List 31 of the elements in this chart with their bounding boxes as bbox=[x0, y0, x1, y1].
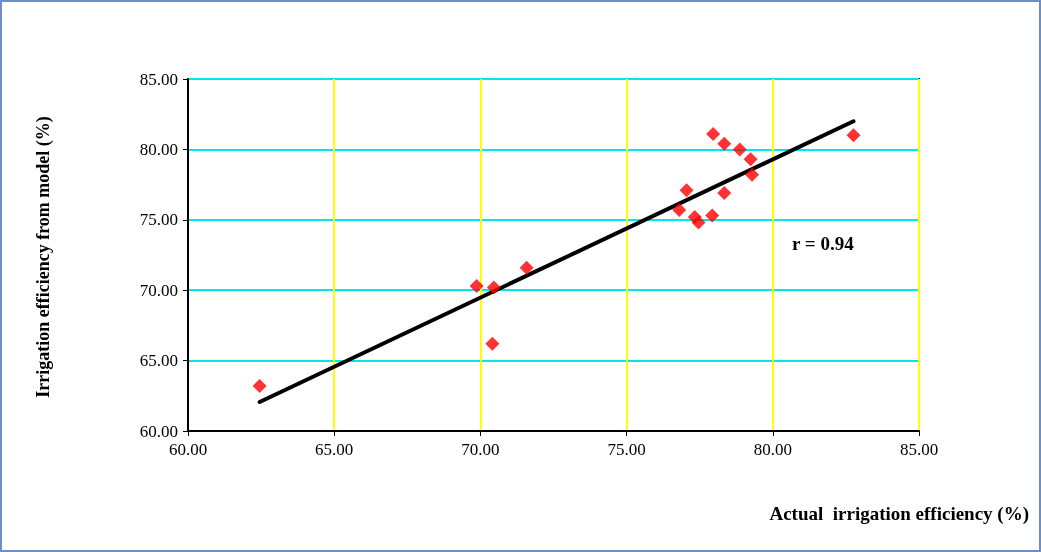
point bbox=[486, 280, 501, 295]
point bbox=[252, 378, 267, 393]
x-tick-label: 80.00 bbox=[753, 440, 792, 459]
y-tick-label: 65.00 bbox=[139, 351, 178, 371]
point bbox=[743, 152, 758, 167]
point bbox=[732, 142, 747, 157]
x-axis-title: Actual irrigation efficiency (%) bbox=[769, 503, 1029, 525]
x-tick-label: 60.00 bbox=[168, 440, 208, 459]
annotation: r = 0.94 bbox=[791, 233, 855, 254]
x-tick-label: 65.00 bbox=[315, 440, 354, 459]
y-tick-label: 75.00 bbox=[139, 210, 178, 230]
point bbox=[672, 202, 687, 217]
y-axis-title: Irrigation efficiency from model (%) bbox=[33, 116, 54, 398]
point bbox=[745, 167, 760, 182]
x-tick-label: 75.00 bbox=[607, 440, 646, 459]
point bbox=[705, 208, 720, 223]
x-tick-label: 85.00 bbox=[899, 440, 939, 459]
point bbox=[679, 183, 694, 198]
point bbox=[485, 336, 500, 351]
y-tick-label: 60.00 bbox=[139, 421, 178, 441]
point bbox=[691, 215, 706, 230]
y-tick-label: 70.00 bbox=[139, 280, 178, 300]
point bbox=[706, 126, 721, 141]
y-tick-label: 85.00 bbox=[139, 69, 178, 89]
point bbox=[717, 136, 732, 151]
x-tick-label: 70.00 bbox=[461, 440, 500, 459]
y-tick-label: 80.00 bbox=[139, 139, 178, 159]
point bbox=[717, 186, 732, 201]
point bbox=[469, 278, 484, 293]
point bbox=[846, 128, 861, 143]
point bbox=[519, 260, 534, 275]
